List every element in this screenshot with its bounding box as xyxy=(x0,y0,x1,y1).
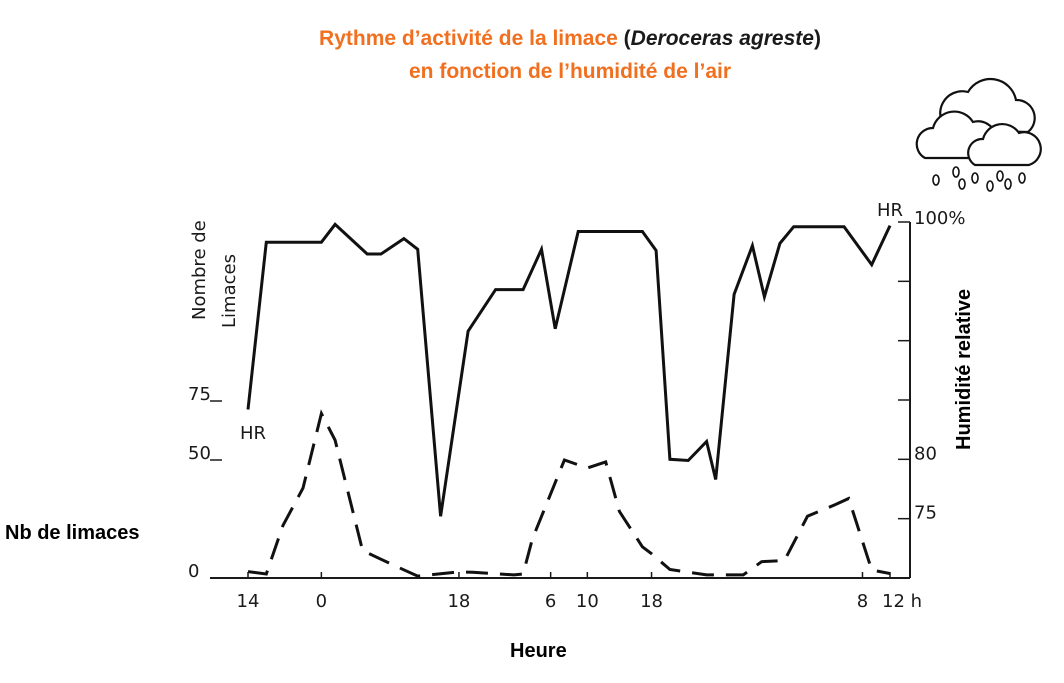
left-axis-title-line2: Limaces xyxy=(219,254,240,328)
chart-title-line1: Rythme d’activité de la limace (Derocera… xyxy=(319,27,821,50)
chart-title-line2: en fonction de l’humidité de l’air xyxy=(408,60,732,83)
x-tick-label: 18 xyxy=(447,591,470,612)
x-axis-label: Heure xyxy=(510,640,567,662)
left-tick-label: 0 xyxy=(188,561,199,582)
slug-count-line xyxy=(247,409,891,578)
left-tick-label: 50 xyxy=(188,443,211,464)
right-tick-label: 75 xyxy=(914,503,937,524)
x-tick-label: 0 xyxy=(316,591,327,612)
x-tick-label: 14 xyxy=(237,591,260,612)
x-tick-label: 12 h xyxy=(882,591,922,612)
left-tick-label: 75 xyxy=(188,384,211,405)
hr-label-start: HR xyxy=(240,423,266,444)
left-side-label: Nb de limaces xyxy=(5,522,140,544)
humidity-line xyxy=(246,222,892,517)
chart-title: Rythme d’activité de la limace (Derocera… xyxy=(0,22,1064,88)
left-axis-title-line1: Nombre de xyxy=(189,220,210,320)
rain-cloud-icon xyxy=(915,78,1042,192)
species-name: Deroceras agreste xyxy=(630,27,814,50)
right-tick-label: 100% xyxy=(914,208,965,229)
right-tick-label: 80 xyxy=(914,443,937,464)
x-tick-label: 18 xyxy=(640,591,663,612)
hr-label-end: HR xyxy=(877,200,903,221)
title-paren-open: ( xyxy=(623,27,631,50)
x-tick-label: 6 xyxy=(545,591,556,612)
x-tick-label: 10 xyxy=(576,591,599,612)
x-tick-label: 8 xyxy=(857,591,868,612)
title-paren-close: ) xyxy=(813,27,821,50)
